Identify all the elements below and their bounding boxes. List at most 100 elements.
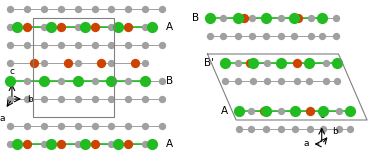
Point (292, 110, 298, 112)
Point (308, 35, 314, 37)
Point (277, 110, 284, 112)
Point (264, 80, 270, 82)
Text: B: B (192, 13, 199, 23)
Point (7, 26, 13, 28)
Point (58, 80, 64, 82)
Point (125, 98, 131, 100)
Point (250, 80, 256, 82)
Point (7, 44, 13, 46)
Point (278, 17, 284, 19)
Point (306, 62, 312, 64)
Point (91, 143, 98, 145)
Point (235, 35, 241, 37)
Point (24, 26, 30, 28)
Point (319, 110, 325, 112)
Point (74, 80, 81, 82)
Point (41, 8, 47, 10)
Point (91, 98, 98, 100)
Point (295, 17, 301, 19)
Point (91, 26, 98, 28)
Point (291, 35, 297, 37)
Point (142, 26, 148, 28)
Point (74, 125, 81, 127)
Point (115, 143, 121, 145)
Text: a: a (0, 114, 5, 123)
Point (91, 80, 98, 82)
Point (263, 128, 269, 130)
Point (159, 8, 165, 10)
Point (293, 80, 299, 82)
Point (307, 110, 313, 112)
Point (91, 44, 98, 46)
Point (263, 110, 269, 112)
Point (142, 80, 148, 82)
Point (278, 35, 284, 37)
Text: a: a (304, 139, 309, 149)
Text: A: A (166, 22, 173, 32)
Point (149, 26, 155, 28)
Point (74, 143, 81, 145)
Point (108, 98, 115, 100)
Point (74, 44, 81, 46)
Point (58, 8, 64, 10)
Point (74, 62, 81, 64)
Point (347, 110, 353, 112)
Point (240, 17, 246, 19)
Point (24, 125, 30, 127)
Point (159, 98, 165, 100)
Point (108, 80, 115, 82)
Point (41, 44, 47, 46)
Point (323, 80, 329, 82)
Point (24, 80, 30, 82)
Point (142, 125, 148, 127)
Point (41, 62, 47, 64)
Point (108, 62, 115, 64)
Point (7, 80, 13, 82)
Point (14, 26, 20, 28)
Point (222, 62, 228, 64)
Point (235, 62, 241, 64)
Point (125, 80, 131, 82)
Point (263, 17, 269, 19)
Point (74, 26, 81, 28)
Point (125, 143, 131, 145)
Point (142, 62, 148, 64)
Text: b: b (27, 95, 33, 103)
Point (319, 128, 325, 130)
Point (159, 125, 165, 127)
Point (115, 26, 121, 28)
Text: b: b (332, 127, 338, 136)
Point (41, 125, 47, 127)
Point (207, 17, 213, 19)
Point (7, 8, 13, 10)
Point (207, 35, 213, 37)
Text: B: B (166, 76, 173, 86)
Point (24, 8, 30, 10)
Point (65, 62, 71, 64)
Point (249, 17, 255, 19)
Point (58, 143, 64, 145)
Point (108, 44, 115, 46)
Point (142, 8, 148, 10)
Point (74, 98, 81, 100)
Point (248, 110, 254, 112)
Point (41, 143, 47, 145)
Point (220, 35, 226, 37)
Point (7, 125, 13, 127)
Point (261, 110, 267, 112)
Bar (33, 18, 115, 117)
Point (41, 98, 47, 100)
Point (125, 125, 131, 127)
Point (249, 35, 255, 37)
Text: c: c (319, 111, 324, 120)
Point (222, 80, 228, 82)
Point (336, 128, 342, 130)
Text: A: A (166, 139, 173, 149)
Point (125, 8, 131, 10)
Point (250, 62, 256, 64)
Point (7, 143, 13, 145)
Point (263, 35, 269, 37)
Point (264, 62, 270, 64)
Point (125, 44, 131, 46)
Point (82, 143, 88, 145)
